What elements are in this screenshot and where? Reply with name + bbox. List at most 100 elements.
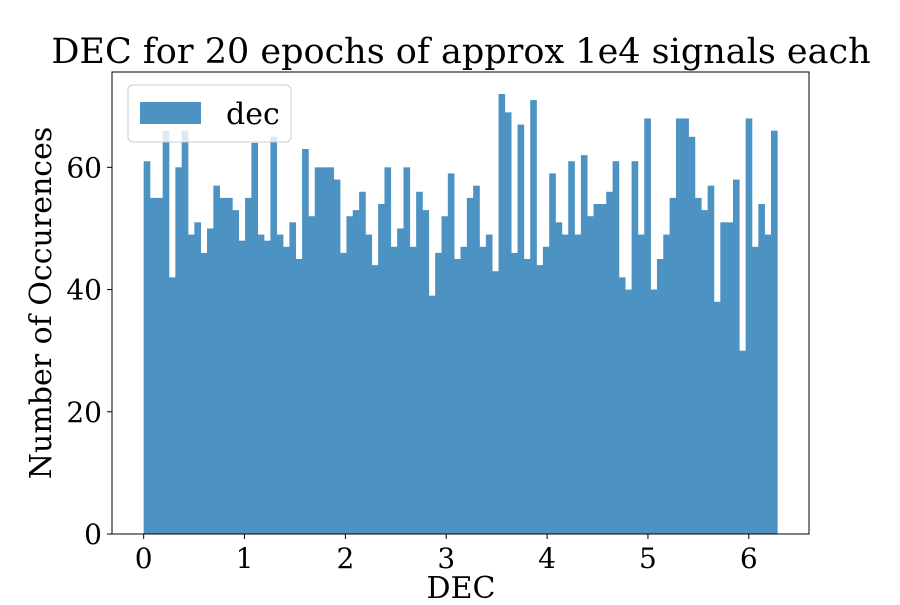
histogram-bar	[555, 222, 563, 534]
histogram-bar	[181, 130, 189, 535]
x-tick-label: 5	[639, 542, 657, 575]
histogram-bar	[650, 289, 658, 534]
histogram-bar	[612, 161, 620, 534]
histogram-bar	[606, 191, 613, 534]
legend-label: dec	[226, 97, 280, 132]
histogram-bar	[213, 185, 221, 535]
histogram-bar	[409, 246, 417, 534]
x-tick-label: 0	[135, 542, 153, 575]
histogram-bar	[561, 234, 569, 534]
histogram-bar	[625, 289, 632, 534]
x-tick-label: 6	[740, 542, 758, 575]
histogram-bar	[549, 173, 556, 534]
histogram-bar	[460, 246, 468, 534]
histogram-bar	[359, 191, 366, 534]
histogram-bar	[340, 252, 347, 534]
histogram-bar	[295, 259, 303, 534]
histogram-bar	[150, 197, 157, 534]
histogram-bar	[523, 259, 531, 534]
histogram-bar	[175, 167, 182, 534]
histogram-bar	[257, 234, 265, 534]
histogram-bar	[416, 191, 423, 534]
histogram-bar	[713, 301, 721, 534]
histogram-bar	[739, 350, 746, 534]
histogram-bar	[403, 167, 411, 534]
histogram-bar	[346, 216, 354, 534]
histogram-bar	[536, 265, 544, 534]
histogram-bars	[143, 94, 778, 535]
histogram-bar	[188, 234, 195, 534]
legend: dec	[127, 84, 292, 143]
histogram-bar	[169, 277, 176, 534]
histogram-bar	[143, 161, 151, 534]
histogram-bar	[473, 185, 480, 535]
histogram-bar	[435, 252, 442, 534]
histogram-bar	[156, 197, 163, 534]
histogram-bar	[682, 118, 689, 534]
histogram-bar	[694, 197, 702, 534]
histogram-bar	[352, 210, 360, 535]
histogram-bar	[245, 197, 252, 534]
histogram-bar	[764, 234, 772, 534]
histogram-bar	[530, 100, 537, 535]
histogram-bar	[162, 130, 170, 535]
histogram-bar	[568, 161, 575, 534]
histogram-bar	[441, 216, 449, 534]
x-axis-label: DEC	[427, 571, 496, 600]
histogram-bar	[504, 112, 512, 534]
histogram-bar	[542, 246, 550, 534]
histogram-bar	[485, 234, 493, 534]
histogram-bar	[264, 240, 271, 535]
histogram-bar	[384, 167, 392, 534]
histogram-bar	[492, 271, 499, 534]
chart-title: DEC for 20 epochs of approx 1e4 signals …	[51, 32, 870, 72]
x-tick-label: 3	[437, 542, 455, 575]
histogram-bar	[631, 161, 639, 534]
histogram-bar	[219, 197, 227, 534]
histogram-bar	[511, 252, 518, 534]
histogram-bar	[378, 204, 385, 534]
histogram-bar	[207, 228, 214, 534]
histogram-bar	[580, 155, 588, 535]
histogram-bar	[232, 210, 240, 535]
histogram-bar	[644, 118, 651, 534]
x-tick-label: 4	[538, 542, 556, 575]
y-axis-label: Number of Occurences	[24, 127, 59, 479]
y-tick-label: 60	[66, 151, 102, 184]
histogram-bar	[593, 204, 601, 534]
plot-frame	[111, 71, 810, 535]
histogram-bar	[454, 259, 461, 534]
histogram-bar	[669, 197, 677, 534]
y-axis-ticks: 0 20 40 60	[66, 151, 112, 551]
histogram-bar	[327, 167, 335, 534]
histogram-bar	[422, 210, 430, 535]
histogram-bar	[397, 228, 404, 534]
histogram-bar	[758, 204, 765, 534]
histogram-bar	[466, 197, 474, 534]
histogram-bar	[428, 295, 436, 534]
histogram-bar	[726, 222, 734, 534]
histogram-bar	[771, 130, 778, 535]
histogram-bar	[574, 234, 582, 534]
histogram-bar	[447, 173, 455, 534]
histogram-bar	[732, 179, 740, 534]
histogram-bar	[751, 246, 759, 534]
histogram-bar	[720, 222, 727, 534]
x-tick-label: 2	[336, 542, 354, 575]
histogram-bar	[390, 246, 398, 534]
histogram-bar	[302, 149, 309, 534]
y-tick-label: 20	[66, 396, 102, 429]
histogram-bar	[270, 136, 278, 534]
histogram-bar	[308, 216, 316, 534]
histogram-bar	[200, 252, 208, 534]
histogram-bar	[314, 167, 322, 534]
histogram-bar	[663, 234, 670, 534]
histogram-bar	[276, 234, 284, 534]
histogram-bar	[675, 118, 683, 534]
legend-swatch	[140, 102, 201, 124]
histogram-bar	[599, 204, 607, 534]
histogram-bar	[238, 240, 246, 535]
histogram-bar	[688, 136, 696, 534]
